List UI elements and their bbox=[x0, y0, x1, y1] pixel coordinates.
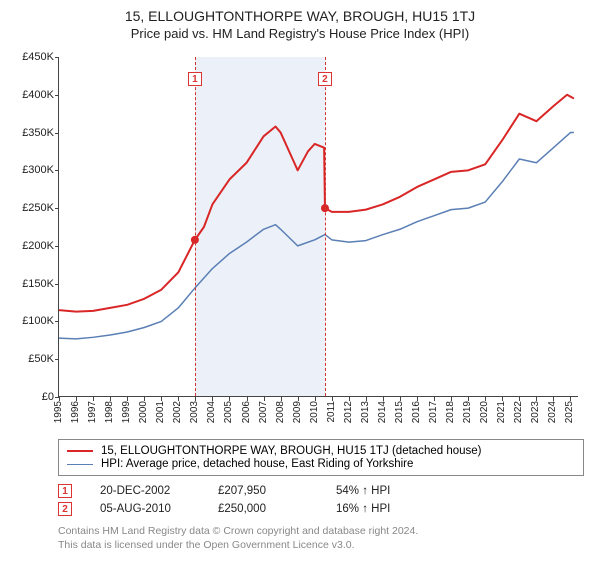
legend-swatch bbox=[67, 464, 93, 465]
y-tick bbox=[55, 284, 59, 285]
series-hpi bbox=[59, 133, 574, 339]
x-tick-label: 2011 bbox=[326, 401, 337, 423]
y-tick-label: £100K bbox=[22, 315, 54, 327]
sale-date: 20-DEC-2002 bbox=[100, 485, 190, 497]
y-tick bbox=[55, 170, 59, 171]
guide-badge: 2 bbox=[318, 72, 332, 86]
x-tick-label: 2022 bbox=[513, 401, 524, 423]
x-tick-label: 2023 bbox=[530, 401, 541, 423]
guide-line bbox=[325, 57, 326, 396]
x-tick-label: 2016 bbox=[411, 401, 422, 423]
x-tick-label: 2010 bbox=[309, 401, 320, 423]
y-tick-label: £450K bbox=[22, 51, 54, 63]
y-tick-label: £300K bbox=[22, 164, 54, 176]
x-tick-label: 2004 bbox=[206, 401, 217, 423]
x-tick-label: 2006 bbox=[241, 401, 252, 423]
chart-svg bbox=[59, 57, 578, 396]
y-tick-label: £250K bbox=[22, 202, 54, 214]
x-tick-label: 1997 bbox=[87, 401, 98, 423]
guide-badge: 1 bbox=[188, 72, 202, 86]
y-tick-label: £50K bbox=[28, 353, 54, 365]
legend-item: 15, ELLOUGHTONTHORPE WAY, BROUGH, HU15 1… bbox=[67, 445, 575, 457]
x-tick-label: 2008 bbox=[275, 401, 286, 423]
x-tick-label: 2012 bbox=[343, 401, 354, 423]
sales-list: 1 20-DEC-2002 £207,950 54% ↑ HPI 2 05-AUG-201… bbox=[58, 484, 584, 516]
x-tick-label: 1998 bbox=[104, 401, 115, 423]
x-tick-label: 2007 bbox=[258, 401, 269, 423]
chart-subtitle: Price paid vs. HM Land Registry's House … bbox=[10, 26, 590, 41]
x-tick-label: 1995 bbox=[53, 401, 64, 423]
y-tick-label: £200K bbox=[22, 240, 54, 252]
x-tick-label: 2013 bbox=[360, 401, 371, 423]
y-tick bbox=[55, 57, 59, 58]
x-tick-label: 2005 bbox=[223, 401, 234, 423]
x-tick-label: 2020 bbox=[479, 401, 490, 423]
sale-row: 2 05-AUG-2010 £250,000 16% ↑ HPI bbox=[58, 502, 584, 516]
attribution-line: Contains HM Land Registry data © Crown c… bbox=[58, 524, 584, 538]
guide-line bbox=[195, 57, 196, 396]
y-tick bbox=[55, 133, 59, 134]
sale-price: £207,950 bbox=[218, 485, 308, 497]
sale-row: 1 20-DEC-2002 £207,950 54% ↑ HPI bbox=[58, 484, 584, 498]
x-tick-label: 2015 bbox=[394, 401, 405, 423]
plot-region: 12 bbox=[58, 57, 578, 397]
legend-label: 15, ELLOUGHTONTHORPE WAY, BROUGH, HU15 1… bbox=[101, 445, 481, 457]
sale-badge: 1 bbox=[58, 484, 72, 498]
legend-label: HPI: Average price, detached house, East… bbox=[101, 458, 413, 470]
x-tick-label: 2017 bbox=[428, 401, 439, 423]
sale-date: 05-AUG-2010 bbox=[100, 503, 190, 515]
x-tick-label: 2014 bbox=[377, 401, 388, 423]
sale-price: £250,000 bbox=[218, 503, 308, 515]
x-tick-label: 1996 bbox=[70, 401, 81, 423]
x-tick-label: 2018 bbox=[445, 401, 456, 423]
y-tick bbox=[55, 321, 59, 322]
chart-title: 15, ELLOUGHTONTHORPE WAY, BROUGH, HU15 1… bbox=[10, 8, 590, 24]
attribution: Contains HM Land Registry data © Crown c… bbox=[58, 524, 584, 552]
x-tick-label: 2001 bbox=[155, 401, 166, 423]
x-tick-label: 2025 bbox=[564, 401, 575, 423]
x-tick-label: 2000 bbox=[138, 401, 149, 423]
x-tick-label: 2002 bbox=[172, 401, 183, 423]
y-tick bbox=[55, 246, 59, 247]
y-tick-label: £350K bbox=[22, 127, 54, 139]
x-tick-label: 2021 bbox=[496, 401, 507, 423]
series-property bbox=[59, 95, 574, 312]
y-tick bbox=[55, 95, 59, 96]
sale-delta: 54% ↑ HPI bbox=[336, 485, 426, 497]
legend-box: 15, ELLOUGHTONTHORPE WAY, BROUGH, HU15 1… bbox=[58, 439, 584, 476]
chart-area: 12 £0£50K£100K£150K£200K£250K£300K£350K£… bbox=[10, 51, 590, 431]
x-tick-label: 2019 bbox=[462, 401, 473, 423]
x-tick-label: 1999 bbox=[121, 401, 132, 423]
sale-badge: 2 bbox=[58, 502, 72, 516]
legend-swatch bbox=[67, 450, 93, 452]
y-tick bbox=[55, 208, 59, 209]
legend-item: HPI: Average price, detached house, East… bbox=[67, 458, 575, 470]
attribution-line: This data is licensed under the Open Gov… bbox=[58, 538, 584, 552]
y-tick bbox=[55, 359, 59, 360]
sale-delta: 16% ↑ HPI bbox=[336, 503, 426, 515]
y-tick-label: £400K bbox=[22, 89, 54, 101]
x-tick-label: 2024 bbox=[547, 401, 558, 423]
x-tick-label: 2003 bbox=[189, 401, 200, 423]
y-tick-label: £150K bbox=[22, 278, 54, 290]
x-tick-label: 2009 bbox=[292, 401, 303, 423]
